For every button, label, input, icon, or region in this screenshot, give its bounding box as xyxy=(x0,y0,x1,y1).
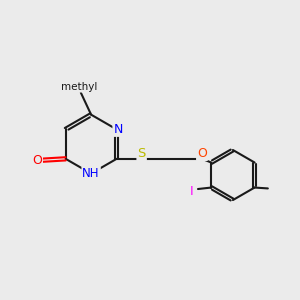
Text: O: O xyxy=(32,154,42,167)
Text: NH: NH xyxy=(82,167,100,180)
Text: I: I xyxy=(190,185,193,199)
Text: methyl: methyl xyxy=(61,82,98,92)
Text: O: O xyxy=(197,147,207,160)
Text: S: S xyxy=(137,147,146,160)
Text: N: N xyxy=(113,123,123,136)
